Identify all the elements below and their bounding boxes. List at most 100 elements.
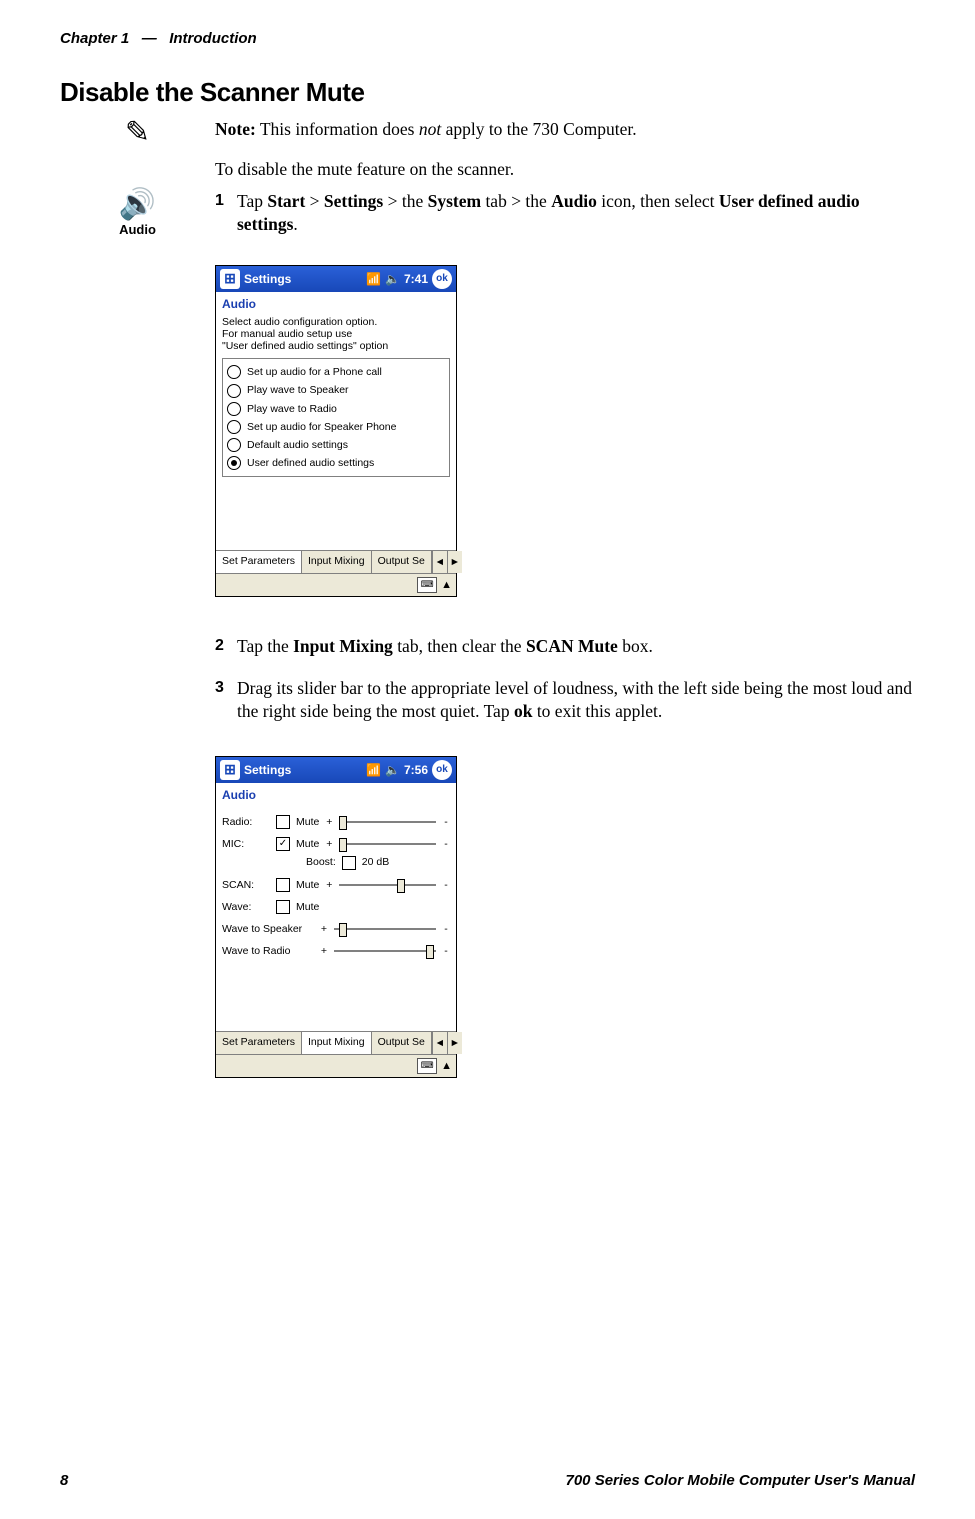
boost-value: 20 dB — [362, 855, 389, 869]
audio-option-selected[interactable]: User defined audio settings — [227, 454, 445, 472]
slider-thumb[interactable] — [339, 838, 347, 852]
plus-icon: + — [320, 922, 328, 936]
mic-mute-checkbox[interactable] — [276, 837, 290, 851]
tab-set-parameters[interactable]: Set Parameters — [216, 551, 302, 573]
scroll-left-icon[interactable]: ◄ — [432, 1032, 447, 1054]
screenshot2-row: ⊞ Settings 📶 🔈 7:56 ok Audio Radio: — [60, 742, 915, 1108]
ppc-titlebar: ⊞ Settings 📶 🔈 7:56 ok — [216, 757, 456, 783]
audio-option[interactable]: Play wave to Speaker — [227, 381, 445, 399]
footer-page-number: 8 — [60, 1472, 68, 1489]
scan-slider[interactable] — [339, 884, 436, 886]
note-icon-gutter: ✎ — [60, 118, 215, 148]
boost-checkbox[interactable] — [342, 856, 356, 870]
scroll-right-icon[interactable]: ► — [447, 1032, 462, 1054]
mic-slider[interactable] — [339, 843, 436, 845]
page-footer: 8 700 Series Color Mobile Computer User'… — [60, 1472, 915, 1489]
mixer-scan-row: SCAN: Mute + - — [222, 878, 450, 892]
tab-scroll[interactable]: ◄► — [432, 1032, 462, 1054]
ppc-window-1: ⊞ Settings 📶 🔈 7:41 ok Audio Select audi… — [215, 265, 457, 597]
step3-row: 3 Drag its slider bar to the appropriate… — [60, 677, 915, 734]
plus-icon: + — [325, 878, 333, 892]
step3-text: Drag its slider bar to the appropriate l… — [237, 677, 915, 724]
volume-icon: 🔈 — [385, 271, 400, 287]
scan-mute-checkbox[interactable] — [276, 878, 290, 892]
mute-text: Mute — [296, 900, 319, 914]
header-sep: — — [142, 30, 157, 47]
ppc-app-name: Audio — [216, 292, 456, 314]
ppc-body-2: Radio: Mute + - MIC: Mute + — [216, 805, 456, 1031]
screenshot1-row: ⊞ Settings 📶 🔈 7:41 ok Audio Select audi… — [60, 255, 915, 627]
screenshot-2: ⊞ Settings 📶 🔈 7:56 ok Audio Radio: — [215, 756, 915, 1078]
mixer-wtr-row: Wave to Radio + - — [222, 944, 450, 958]
ppc-time: 7:56 — [404, 762, 428, 778]
slider-thumb[interactable] — [426, 945, 434, 959]
radio-mute-checkbox[interactable] — [276, 815, 290, 829]
scroll-left-icon[interactable]: ◄ — [432, 551, 447, 573]
step1-num: 1 — [215, 190, 237, 212]
ppc-title: Settings — [244, 271, 366, 287]
up-arrow-icon[interactable]: ▲ — [441, 1059, 452, 1074]
audio-option[interactable]: Default audio settings — [227, 436, 445, 454]
wtr-slider[interactable] — [334, 950, 436, 952]
ppc-window-2: ⊞ Settings 📶 🔈 7:56 ok Audio Radio: — [215, 756, 457, 1078]
mixer-wave-row: Wave: Mute — [222, 900, 450, 914]
ppc-body-1: Select audio configuration option. For m… — [216, 314, 456, 550]
wave-mute-checkbox[interactable] — [276, 900, 290, 914]
note-text: Note: This information does not apply to… — [215, 118, 915, 142]
radio-icon[interactable] — [227, 402, 241, 416]
start-flag-icon[interactable]: ⊞ — [220, 760, 240, 780]
audio-options-list: Set up audio for a Phone call Play wave … — [222, 358, 450, 477]
note-before: This information does — [256, 119, 419, 139]
tab-scroll[interactable]: ◄► — [432, 551, 462, 573]
tab-set-parameters[interactable]: Set Parameters — [216, 1032, 302, 1054]
wave-label: Wave: — [222, 900, 270, 914]
step2-row: 2 Tap the Input Mixing tab, then clear t… — [60, 635, 915, 669]
step1-text: Tap Start > Settings > the System tab > … — [237, 190, 915, 237]
scroll-right-icon[interactable]: ► — [447, 551, 462, 573]
minus-icon: - — [442, 944, 450, 958]
intro-row: To disable the mute feature on the scann… — [60, 158, 915, 182]
tab-output[interactable]: Output Se — [372, 1032, 432, 1054]
radio-icon[interactable] — [227, 438, 241, 452]
speaker-icon: 🔊 — [60, 190, 215, 220]
step-1: 1 Tap Start > Settings > the System tab … — [215, 190, 915, 237]
radio-slider[interactable] — [339, 821, 436, 823]
keyboard-icon[interactable]: ⌨ — [417, 1058, 437, 1074]
ppc-status-icons: 📶 🔈 7:41 ok — [366, 269, 452, 289]
ppc-time: 7:41 — [404, 271, 428, 287]
step-2: 2 Tap the Input Mixing tab, then clear t… — [215, 635, 915, 659]
tab-input-mixing[interactable]: Input Mixing — [302, 1032, 372, 1054]
wts-label: Wave to Speaker — [222, 922, 314, 936]
start-flag-icon[interactable]: ⊞ — [220, 269, 240, 289]
audio-option[interactable]: Set up audio for a Phone call — [227, 363, 445, 381]
radio-icon[interactable] — [227, 365, 241, 379]
ok-button[interactable]: ok — [432, 269, 452, 289]
slider-thumb[interactable] — [339, 816, 347, 830]
minus-icon: - — [442, 837, 450, 851]
step2-num: 2 — [215, 635, 237, 657]
audio-option[interactable]: Play wave to Radio — [227, 400, 445, 418]
radio-icon[interactable] — [227, 456, 241, 470]
ppc-tabs: Set Parameters Input Mixing Output Se ◄► — [216, 1031, 456, 1054]
minus-icon: - — [442, 878, 450, 892]
tab-output[interactable]: Output Se — [372, 551, 432, 573]
audio-option[interactable]: Set up audio for Speaker Phone — [227, 418, 445, 436]
slider-thumb[interactable] — [397, 879, 405, 893]
boost-label: Boost: — [306, 855, 336, 869]
plus-icon: + — [325, 815, 333, 829]
signal-icon: 📶 — [366, 271, 381, 287]
ppc-tabs: Set Parameters Input Mixing Output Se ◄► — [216, 550, 456, 573]
ok-button[interactable]: ok — [432, 760, 452, 780]
radio-icon[interactable] — [227, 384, 241, 398]
tab-input-mixing[interactable]: Input Mixing — [302, 551, 372, 573]
minus-icon: - — [442, 815, 450, 829]
mixer-wts-row: Wave to Speaker + - — [222, 922, 450, 936]
minus-icon: - — [442, 922, 450, 936]
wts-slider[interactable] — [334, 928, 436, 930]
keyboard-icon[interactable]: ⌨ — [417, 577, 437, 593]
slider-thumb[interactable] — [339, 923, 347, 937]
radio-icon[interactable] — [227, 420, 241, 434]
note-after: apply to the 730 Computer. — [441, 119, 636, 139]
note-prefix: Note: — [215, 119, 256, 139]
up-arrow-icon[interactable]: ▲ — [441, 578, 452, 593]
